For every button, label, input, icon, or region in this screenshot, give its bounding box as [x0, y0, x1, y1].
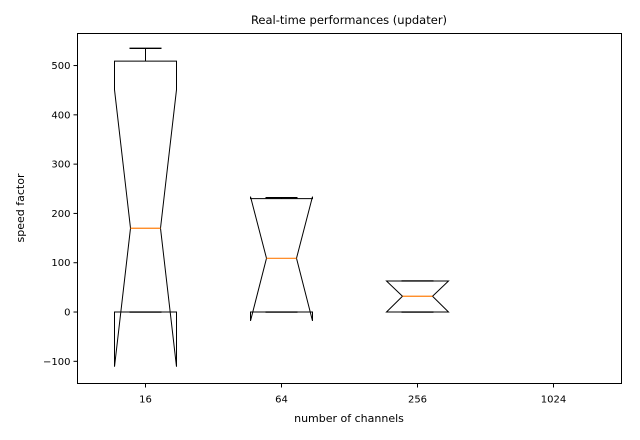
x-tick-label: 64: [275, 395, 288, 406]
x-tick-label: 256: [408, 395, 427, 406]
notched-box: [250, 196, 313, 322]
notched-box: [114, 60, 177, 367]
y-tick-label: 300: [51, 160, 70, 171]
axes-frame: [77, 33, 622, 384]
x-tick-label: 16: [139, 395, 152, 406]
box-256: [385, 280, 450, 313]
y-tick-label: 200: [51, 209, 70, 220]
x-tick-label: 1024: [541, 395, 566, 406]
y-axis: −100 0 100 200 300 400 500: [43, 61, 78, 368]
y-tick-label: 500: [51, 61, 70, 72]
y-tick-label: 100: [51, 258, 70, 269]
y-tick-label: −100: [43, 357, 70, 368]
chart-title: Real-time performances (updater): [251, 13, 447, 27]
plot-area: [114, 47, 450, 367]
box-64: [250, 196, 313, 322]
y-tick-label: 400: [51, 110, 70, 121]
y-tick-label: 0: [64, 308, 70, 319]
box-16: [114, 47, 177, 367]
x-axis-label: number of channels: [294, 412, 404, 425]
y-axis-label: speed factor: [14, 173, 27, 242]
x-axis: 16 64 256 1024: [139, 383, 566, 406]
